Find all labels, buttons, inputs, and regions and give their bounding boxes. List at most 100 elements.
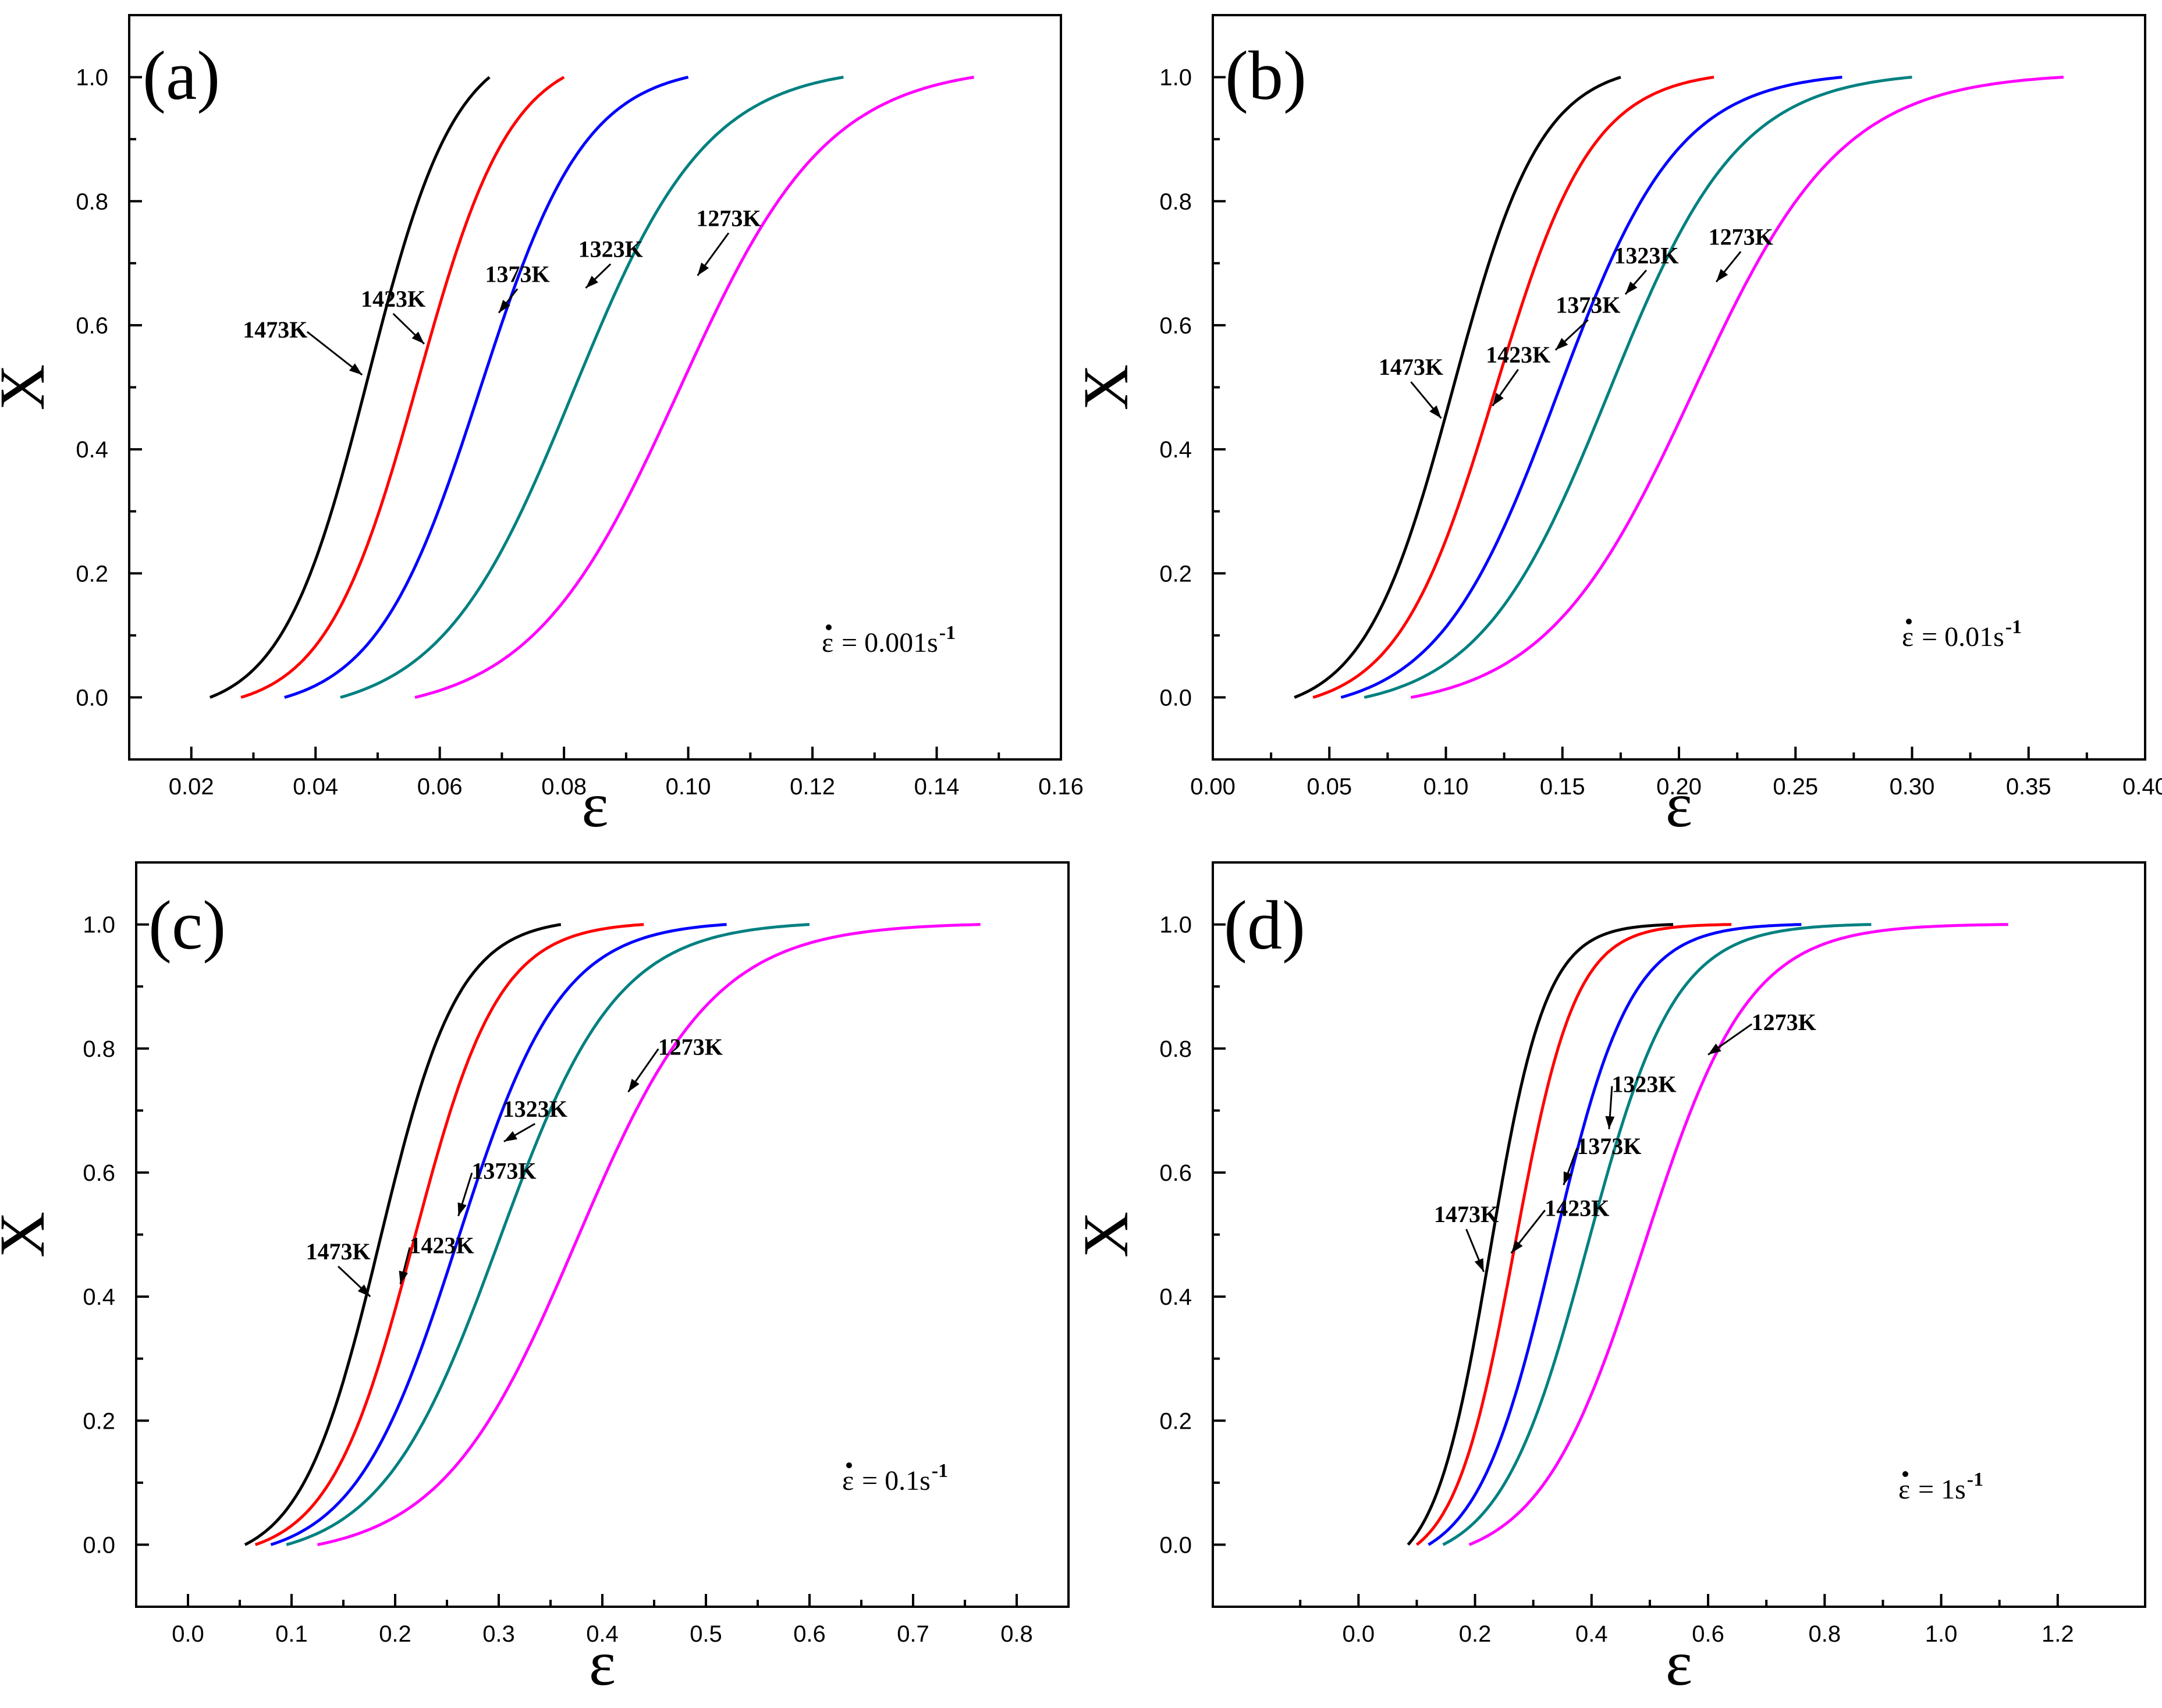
y-tick-label: 0.4 [76,437,108,463]
x-tick-label: 0.40 [2122,774,2162,800]
x-tick-label: 0.20 [1656,774,1702,800]
x-tick-label: 0.02 [169,774,214,800]
temperature-label-1473K: 1473K [1379,354,1443,380]
temperature-label-1273K: 1273K [658,1034,723,1060]
y-tick-label: 1.0 [1159,912,1192,938]
x-tick-label: 0.05 [1307,774,1352,800]
series-line-1473K [1294,76,1621,699]
x-tick-label: 0.4 [586,1621,619,1647]
y-tick-label: 0.2 [83,1408,115,1434]
x-tick-label: 0.10 [666,774,711,800]
annotation-arrowhead [357,1284,371,1297]
annotation-arrowhead [1563,1171,1572,1185]
strain-rate-symbol: ε [1898,1474,1910,1505]
annotation-arrowhead [1555,338,1568,350]
x-tick-label: 0.0 [172,1621,204,1647]
x-axis-label: ε [1666,1628,1692,1699]
x-tick-label: 0.1 [275,1621,308,1647]
temperature-label-1473K: 1473K [243,317,307,343]
y-tick-label: 1.0 [83,912,115,938]
strain-rate-symbol: ε [842,1465,854,1496]
plot-frame [1212,861,2146,1608]
temperature-label-1373K: 1373K [1577,1133,1641,1159]
x-tick-label: 0.10 [1423,774,1469,800]
strain-rate-value: = 0.01s [1922,622,2004,652]
x-axis-label: ε [581,769,608,840]
series-line-1323K [1442,923,1872,1546]
annotation-arrowhead [1605,1116,1615,1130]
x-tick-label: 0.8 [1000,1621,1033,1647]
annotation-arrowhead [399,1270,409,1284]
x-tick-label: 0.16 [1038,774,1084,800]
x-tick-label: 0.04 [293,774,338,800]
x-tick-label: 0.7 [897,1621,929,1647]
series-line-1323K [286,923,810,1546]
y-tick-label: 0.2 [1159,561,1192,587]
annotation-arrowhead [1492,392,1504,406]
strain-rate-value: = 1s [1918,1474,1966,1505]
x-tick-label: 0.6 [793,1621,826,1647]
y-tick-label: 0.8 [1159,1036,1192,1062]
series-line-1473K [209,76,491,699]
temperature-label-1423K: 1423K [410,1232,474,1258]
x-tick-label: 0.12 [790,774,835,800]
panel-label: (c) [148,886,226,964]
panel-label: (a) [143,37,220,114]
y-axis-label: X [1070,364,1141,410]
temperature-label-1323K: 1323K [1614,242,1678,268]
series-line-1273K [317,923,981,1546]
series-line-1423K [1415,923,1732,1546]
y-tick-label: 0.6 [1159,313,1192,339]
series-line-1473K [244,923,562,1546]
series-line-1273K [1468,923,2008,1546]
series-line-1423K [254,923,644,1546]
annotation-arrowhead [1429,405,1442,418]
x-tick-label: 1.2 [2042,1621,2074,1647]
plot-frame [1212,14,2146,761]
x-tick-label: 0.15 [1540,774,1585,800]
panel-b: 0.00 0.05 0.10 0.15 0.20 0.25 0.30 0.35 0.40 0.0 0… [1070,14,2162,840]
annotation-arrowhead [1716,269,1728,282]
temperature-label-1423K: 1423K [1545,1195,1609,1221]
y-tick-label: 0.4 [1159,437,1192,463]
annotation-arrowhead [411,331,424,344]
y-tick-label: 0.6 [83,1160,115,1186]
temperature-label-1273K: 1273K [1752,1009,1816,1035]
y-tick-label: 0.2 [76,561,108,587]
y-tick-label: 0.4 [1159,1284,1192,1310]
annotation-arrowhead [457,1202,467,1216]
x-tick-label: 0.8 [1809,1621,1841,1647]
x-tick-label: 0.2 [1459,1621,1492,1647]
y-tick-label: 0.4 [83,1284,115,1310]
temperature-label-1423K: 1423K [1486,342,1550,368]
strain-rate-exponent: -1 [1967,1469,1983,1490]
series-line-1473K [1407,923,1674,1546]
strain-rate-annotation: ε = 1s -1 [1898,1469,1983,1505]
strain-rate-exponent: -1 [939,622,956,644]
series-line-1373K [1428,923,1802,1546]
y-tick-label: 0.8 [76,189,108,215]
y-axis-label: X [0,1212,58,1258]
temperature-label-1323K: 1323K [578,236,643,262]
annotation-arrowhead [1474,1258,1484,1272]
panel-label: (b) [1225,37,1307,114]
series-line-1423K [1312,76,1714,699]
annotation-arrowhead [585,275,598,288]
x-tick-label: 0.14 [914,774,960,800]
strain-rate-dot [846,1462,852,1468]
x-axis-label: ε [589,1628,616,1699]
strain-rate-exponent: -1 [2005,616,2022,638]
x-tick-label: 0.4 [1575,1621,1608,1647]
x-tick-label: 0.5 [690,1621,722,1647]
x-tick-label: 0.0 [1343,1621,1375,1647]
y-tick-label: 1.0 [1159,65,1192,91]
annotation-arrowhead [1511,1240,1523,1254]
strain-rate-dot [1906,619,1912,624]
temperature-label-1473K: 1473K [1434,1201,1499,1227]
series-line-1273K [1410,76,2064,699]
y-tick-label: 0.2 [1159,1408,1192,1434]
annotation-arrowhead [499,300,510,313]
strain-rate-annotation: ε = 0.01s -1 [1902,616,2022,652]
x-tick-label: 0.6 [1692,1621,1724,1647]
